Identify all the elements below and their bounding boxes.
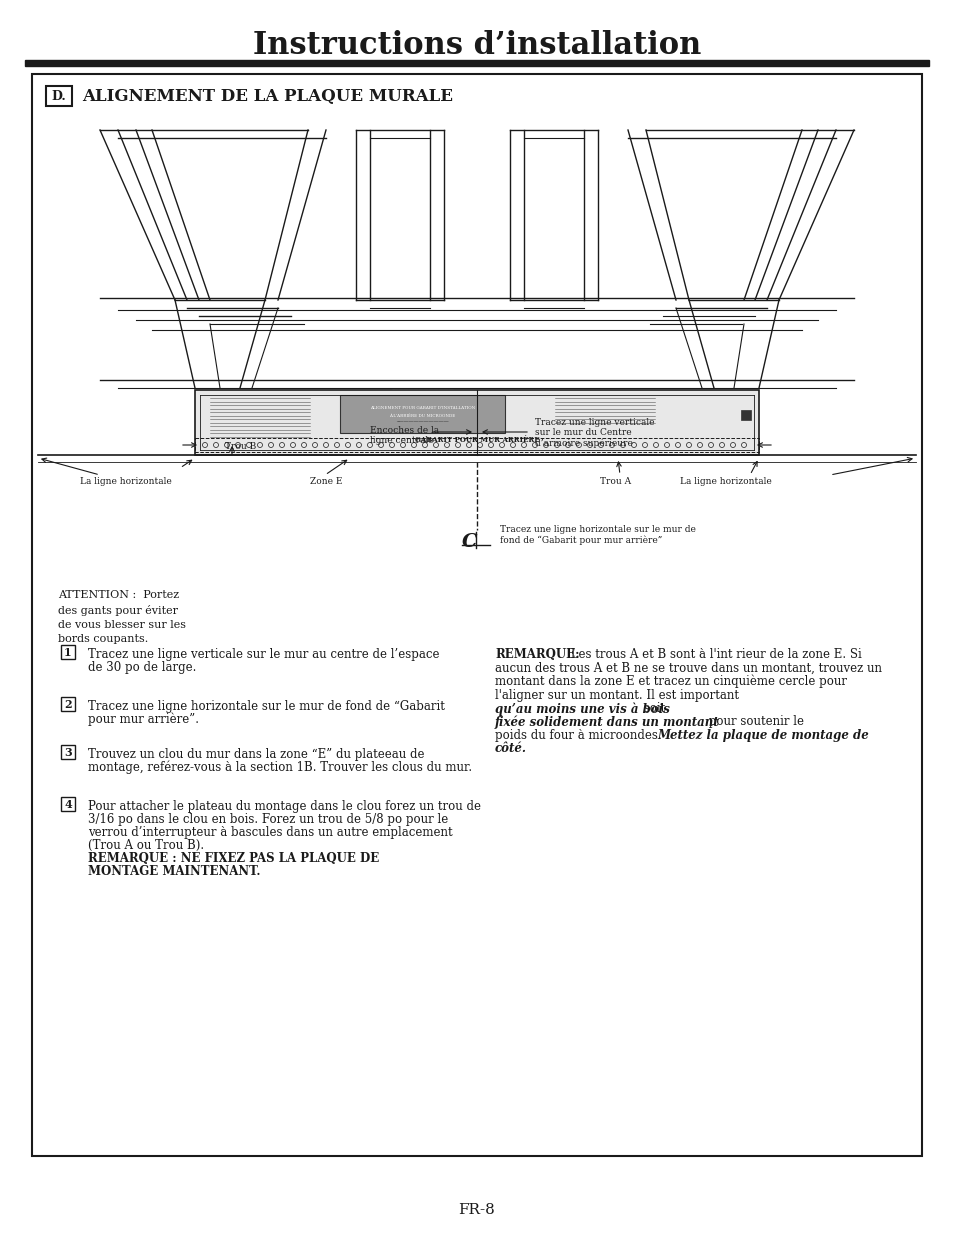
Text: Trou B: Trou B: [225, 442, 256, 451]
Text: aucun des trous A et B ne se trouve dans un montant, trouvez un: aucun des trous A et B ne se trouve dans…: [495, 661, 882, 675]
Text: Les trous A et B sont à l'int rieur de la zone E. Si: Les trous A et B sont à l'int rieur de l…: [566, 647, 861, 661]
Bar: [194, 390, 759, 456]
Text: montant dans la zone E et tracez un cinquième cercle pour: montant dans la zone E et tracez un cinq…: [495, 675, 846, 688]
Text: 3/16 po dans le clou en bois. Forez un trou de 5/8 po pour le: 3/16 po dans le clou en bois. Forez un t…: [88, 813, 448, 826]
Text: MONTAGE MAINTENANT.: MONTAGE MAINTENANT.: [88, 865, 260, 878]
Text: FR-8: FR-8: [458, 1203, 495, 1217]
Text: Tracez une ligne horizontale sur le mur de fond de “Gabarit: Tracez une ligne horizontale sur le mur …: [88, 699, 444, 713]
Text: ─────────────────────────: ─────────────────────────: [391, 387, 454, 392]
Text: Tracez une ligne horizontale sur le mur de
fond de “Gabarit pour mur arrière”: Tracez une ligne horizontale sur le mur …: [499, 525, 695, 545]
Text: 4: 4: [64, 799, 71, 810]
Text: pour soutenir le: pour soutenir le: [704, 716, 803, 728]
Text: l'aligner sur un montant. Il est important: l'aligner sur un montant. Il est importa…: [495, 688, 742, 702]
Text: ALIGNEMENT DE LA PLAQUE MURALE: ALIGNEMENT DE LA PLAQUE MURALE: [82, 88, 453, 104]
Text: ATTENTION :  Portez
des gants pour éviter
de vous blesser sur les
bords coupants: ATTENTION : Portez des gants pour éviter…: [58, 591, 186, 644]
Bar: [61, 797, 75, 811]
Text: La ligne horizontale: La ligne horizontale: [679, 477, 771, 487]
Text: 1: 1: [64, 646, 71, 657]
Text: ─────────────────────: ─────────────────────: [395, 420, 448, 423]
Text: fixée solidement dans un montant: fixée solidement dans un montant: [495, 716, 719, 729]
Text: Trouvez un clou du mur dans la zone “E” du plateeau de: Trouvez un clou du mur dans la zone “E” …: [88, 748, 424, 761]
Text: verrou d’interrupteur à bascules dans un autre emplacement: verrou d’interrupteur à bascules dans un…: [88, 826, 452, 839]
Text: REMARQUE:: REMARQUE:: [495, 647, 578, 661]
Text: pour mur arrière”.: pour mur arrière”.: [88, 713, 199, 727]
Text: Tracez une ligne verticale sur le mur au centre de l’espace: Tracez une ligne verticale sur le mur au…: [88, 647, 439, 661]
Bar: [61, 697, 75, 711]
Text: de 30 po de large.: de 30 po de large.: [88, 661, 196, 673]
Text: À L'ARRIÈRE DU MICROONDE: À L'ARRIÈRE DU MICROONDE: [389, 413, 456, 418]
Bar: [46, 85, 71, 106]
Text: GABARIT POUR MUR ARRIÈRE: GABARIT POUR MUR ARRIÈRE: [415, 436, 538, 444]
Bar: [25, 59, 928, 66]
Text: Encoches de la
ligne centrale: Encoches de la ligne centrale: [370, 426, 438, 446]
Text: 3: 3: [64, 747, 71, 758]
Text: C: C: [461, 534, 477, 551]
Text: ALIGNEMENT POUR GABARIT D'INSTALLATION: ALIGNEMENT POUR GABARIT D'INSTALLATION: [370, 406, 475, 410]
Text: (Trou A ou Trou B).: (Trou A ou Trou B).: [88, 839, 204, 852]
Bar: [32, 74, 921, 1156]
Text: 2: 2: [64, 698, 71, 709]
Bar: [339, 395, 504, 433]
Text: Tracez une ligne verticale
sur le mur du Centre
d’armoire supérieure: Tracez une ligne verticale sur le mur du…: [535, 418, 654, 448]
Text: poids du four à microondes.: poids du four à microondes.: [495, 729, 664, 742]
Bar: [61, 745, 75, 759]
Bar: [194, 438, 759, 452]
Text: La ligne horizontale: La ligne horizontale: [80, 477, 172, 487]
Text: D.: D.: [51, 89, 67, 103]
Text: Zone E: Zone E: [310, 477, 342, 487]
Text: REMARQUE : NE FIXEZ PAS LA PLAQUE DE: REMARQUE : NE FIXEZ PAS LA PLAQUE DE: [88, 852, 379, 865]
Text: Trou A: Trou A: [599, 477, 631, 487]
Text: Pour attacher le plateau du montage dans le clou forez un trou de: Pour attacher le plateau du montage dans…: [88, 800, 480, 813]
Text: qu’au moins une vis à bois: qu’au moins une vis à bois: [495, 702, 669, 716]
Text: soit: soit: [639, 702, 668, 716]
Text: côté.: côté.: [495, 743, 526, 755]
Bar: [61, 645, 75, 659]
Bar: [740, 410, 750, 420]
Text: Mettez la plaque de montage de: Mettez la plaque de montage de: [657, 729, 868, 742]
Text: montage, reférez-vous à la section 1B. Trouver les clous du mur.: montage, reférez-vous à la section 1B. T…: [88, 761, 472, 775]
Text: Instructions d’installation: Instructions d’installation: [253, 31, 700, 62]
